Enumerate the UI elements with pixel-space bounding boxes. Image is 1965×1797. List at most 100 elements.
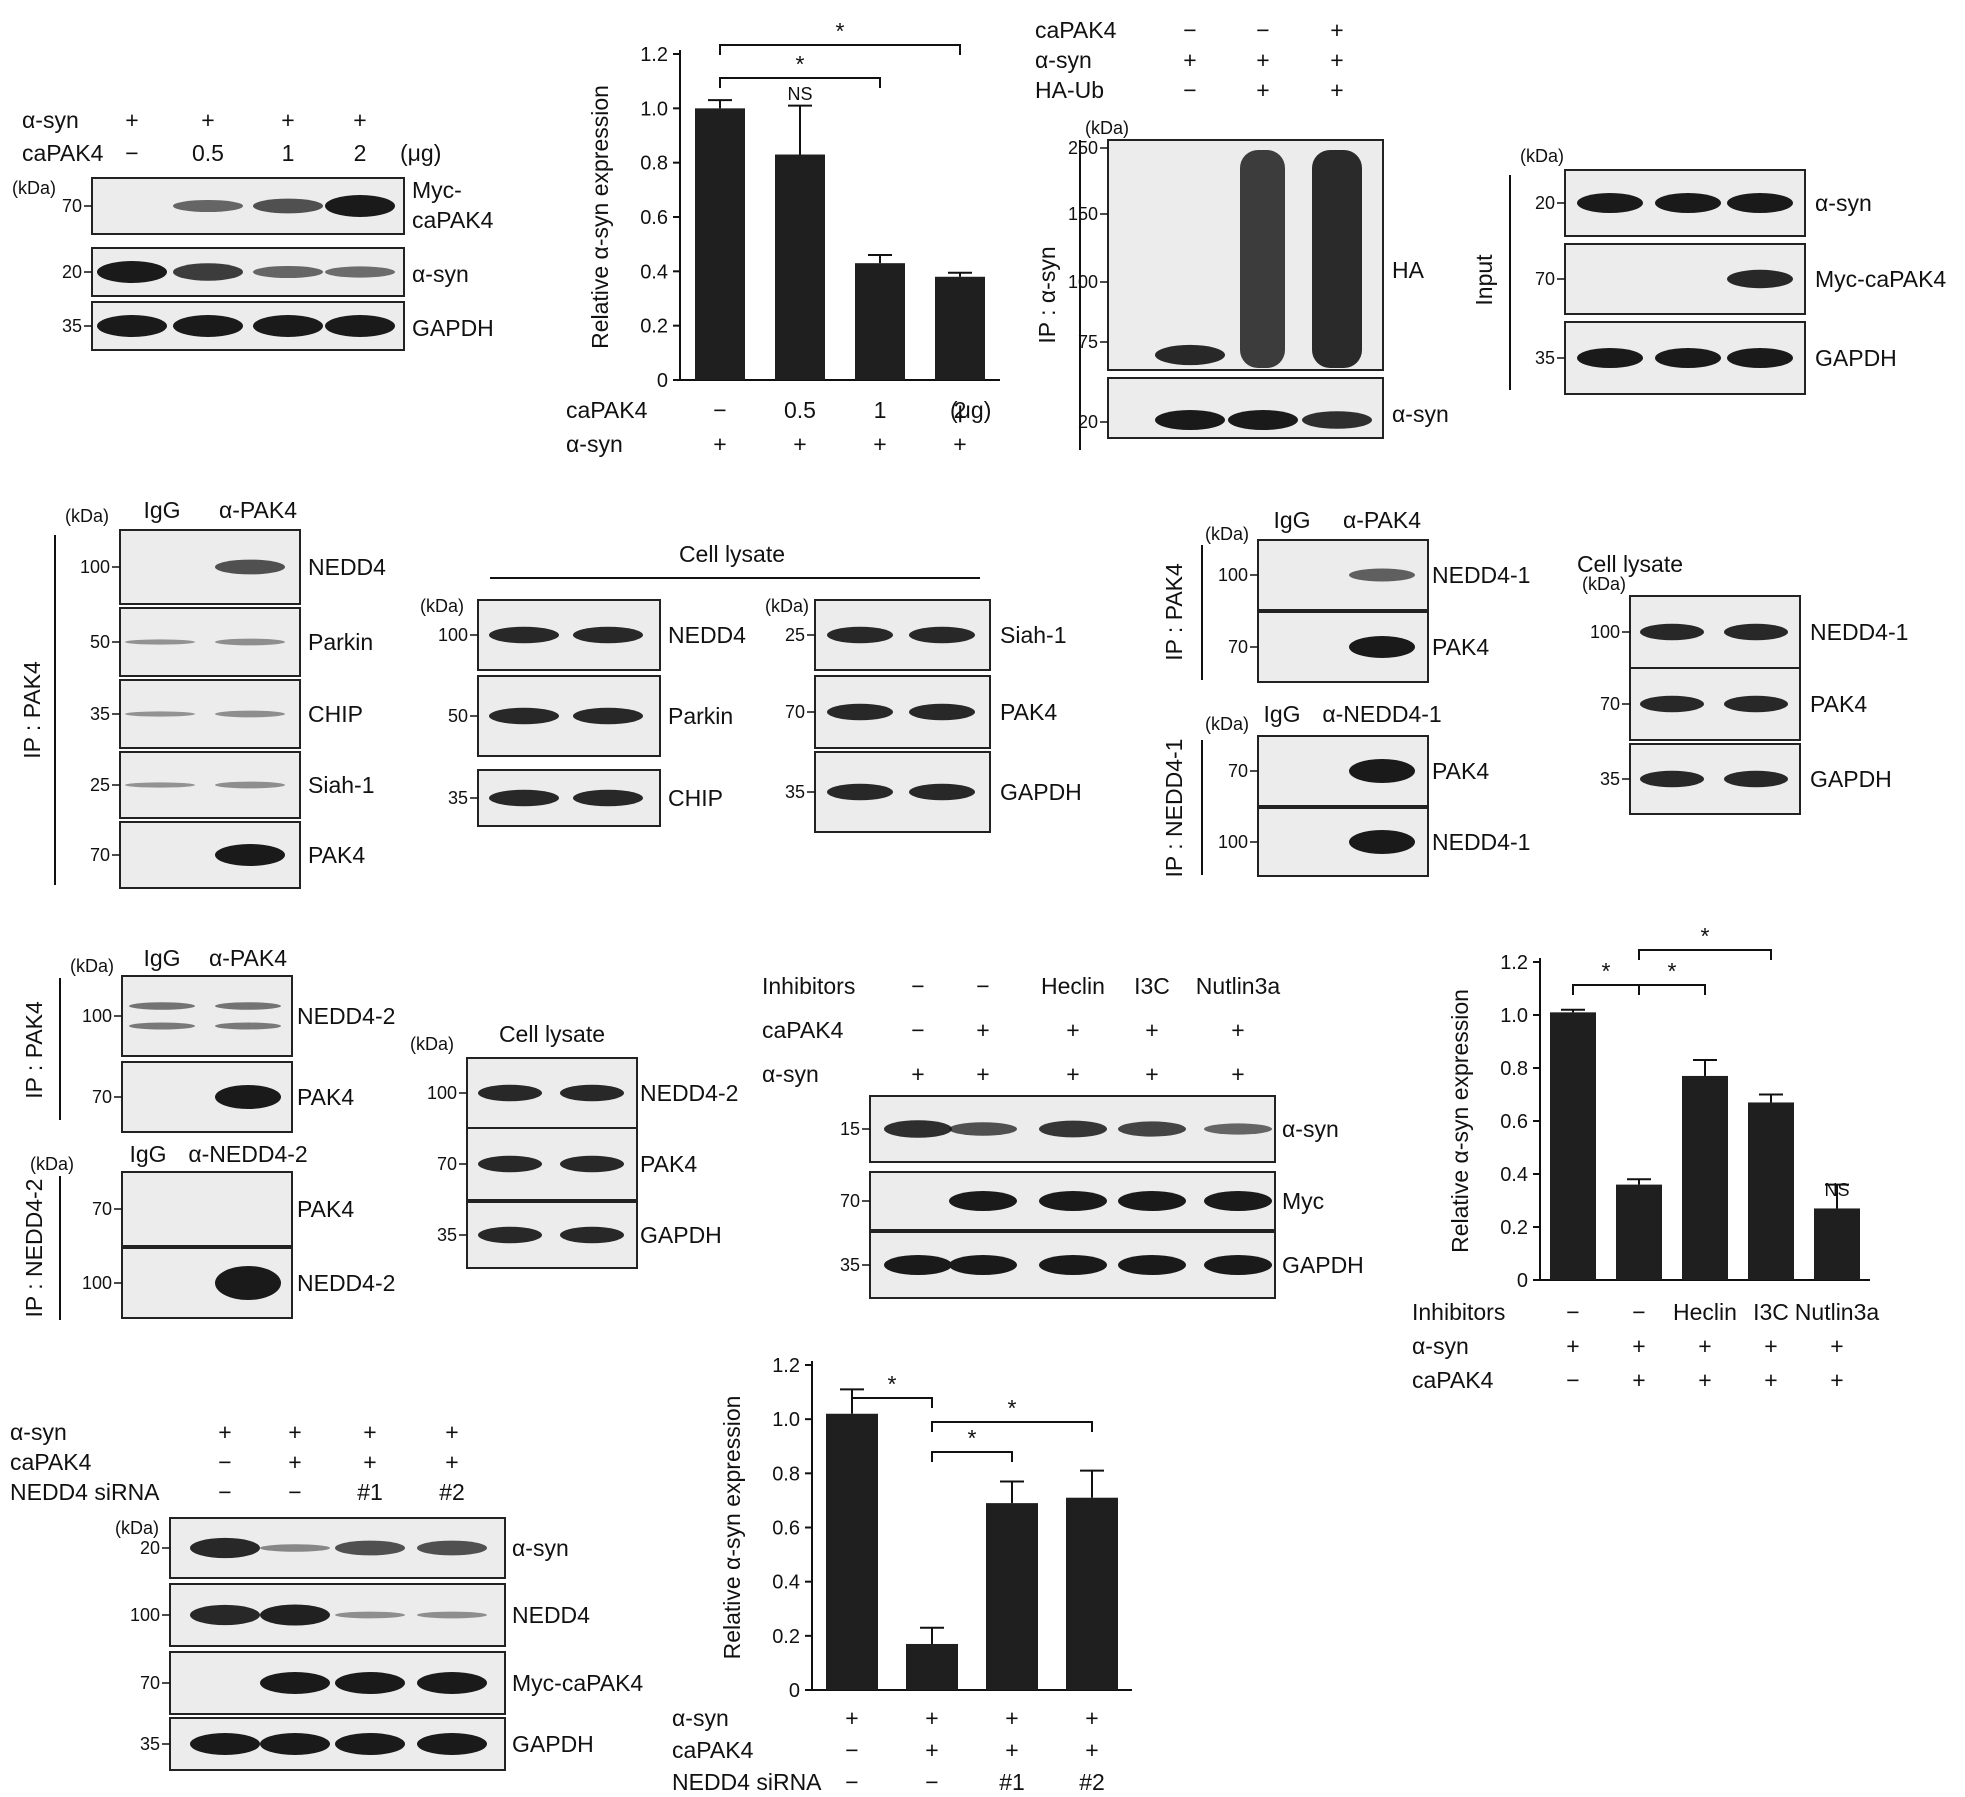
western-blot (1107, 377, 1384, 439)
condition-label: α-syn (10, 1419, 67, 1445)
condition-value: − (713, 397, 726, 423)
blot-label: HA (1392, 257, 1425, 283)
condition-value: − (911, 973, 924, 999)
ubiquitin-smear (1240, 150, 1285, 368)
bar (935, 276, 985, 380)
unit-label: (μg) (950, 397, 991, 423)
protein-band (884, 1120, 952, 1138)
kda-label: (kDa) (1205, 714, 1249, 734)
y-tick-label: 0.8 (1500, 1058, 1528, 1080)
y-tick-label: 1.0 (772, 1409, 800, 1431)
mw-marker: 70 (140, 1673, 160, 1693)
kda-label: (kDa) (70, 956, 114, 976)
y-tick-label: 0.2 (640, 316, 668, 338)
condition-value: + (1764, 1333, 1777, 1359)
mw-marker: 100 (1218, 832, 1248, 852)
condition-value: #1 (357, 1479, 383, 1505)
blot-label: caPAK4 (412, 207, 494, 233)
kda-label: (kDa) (65, 506, 109, 526)
blot-label: Parkin (668, 703, 733, 729)
blot-label: GAPDH (1815, 345, 1897, 371)
blot-label: α-syn (1392, 401, 1449, 427)
bar (1748, 1102, 1794, 1280)
condition-value: Nutlin3a (1795, 1299, 1880, 1325)
protein-band (260, 1604, 330, 1626)
condition-value: + (1830, 1367, 1843, 1393)
condition-value: I3C (1134, 973, 1170, 999)
condition-value: + (1085, 1705, 1098, 1731)
protein-band (215, 1085, 281, 1109)
condition-value: − (925, 1769, 938, 1795)
protein-band (215, 559, 285, 575)
condition-value: + (1330, 17, 1343, 43)
y-tick-label: 1.2 (772, 1355, 800, 1377)
condition-label: α-syn (672, 1705, 729, 1731)
protein-band (97, 315, 167, 337)
protein-band (253, 265, 323, 279)
kda-label: (kDa) (1085, 118, 1129, 138)
condition-value: + (1764, 1367, 1777, 1393)
condition-label: NEDD4 siRNA (672, 1769, 822, 1795)
ip-label: IP : NEDD4-1 (1161, 739, 1187, 878)
protein-band (478, 1155, 542, 1173)
protein-band (215, 1266, 281, 1300)
protein-band (1655, 348, 1721, 368)
mw-marker: 150 (1068, 204, 1098, 224)
protein-band (827, 703, 893, 721)
bar (1066, 1497, 1118, 1690)
blot-label: Myc (1282, 1188, 1324, 1214)
protein-band (335, 1540, 405, 1556)
mw-marker: 70 (62, 196, 82, 216)
protein-band (173, 199, 243, 213)
condition-label: caPAK4 (22, 140, 104, 166)
bar (855, 263, 905, 380)
kda-label: (kDa) (115, 1518, 159, 1538)
blot-label: PAK4 (1000, 699, 1057, 725)
protein-band (1039, 1120, 1107, 1138)
significance-mark: * (1008, 1395, 1017, 1421)
condition-label: caPAK4 (10, 1449, 92, 1475)
condition-value: + (1231, 1017, 1244, 1043)
protein-band (560, 1226, 624, 1244)
ip-label: IP : PAK4 (21, 1001, 47, 1099)
protein-band (190, 1537, 260, 1559)
y-axis-label: Relative α-syn expression (1447, 989, 1473, 1253)
condition-label: caPAK4 (672, 1737, 754, 1763)
input-label: Input (1471, 254, 1497, 306)
y-tick-label: 0 (1517, 1270, 1528, 1292)
kda-label: (kDa) (1582, 574, 1626, 594)
protein-band (325, 266, 395, 278)
mw-marker: 70 (92, 1199, 112, 1219)
protein-band (260, 1733, 330, 1755)
blot-label: α-syn (512, 1535, 569, 1561)
mw-marker: 250 (1068, 138, 1098, 158)
protein-band (1655, 193, 1721, 213)
condition-label: α-syn (1412, 1333, 1469, 1359)
blot-label: PAK4 (297, 1084, 354, 1110)
bar (986, 1503, 1038, 1690)
protein-band (129, 1022, 195, 1030)
condition-value: + (1632, 1367, 1645, 1393)
protein-band (125, 782, 195, 788)
protein-band (884, 1255, 952, 1275)
condition-value: + (1632, 1333, 1645, 1359)
mw-marker: 35 (785, 782, 805, 802)
blot-label: Parkin (308, 629, 373, 655)
condition-value: + (363, 1449, 376, 1475)
condition-value: + (1145, 1061, 1158, 1087)
significance-mark: NS (787, 84, 812, 104)
protein-band (215, 1002, 281, 1010)
protein-band (489, 789, 559, 807)
blot-label: α-syn (1282, 1116, 1339, 1142)
protein-band (560, 1084, 624, 1102)
condition-value: + (1256, 77, 1269, 103)
significance-mark: * (888, 1371, 897, 1397)
mw-marker: 35 (140, 1734, 160, 1754)
mw-marker: 70 (1600, 694, 1620, 714)
mw-marker: 70 (785, 702, 805, 722)
protein-band (215, 638, 285, 646)
protein-band (478, 1226, 542, 1244)
condition-label: caPAK4 (566, 397, 648, 423)
blot-label: GAPDH (1000, 779, 1082, 805)
y-tick-label: 1.0 (1500, 1005, 1528, 1027)
